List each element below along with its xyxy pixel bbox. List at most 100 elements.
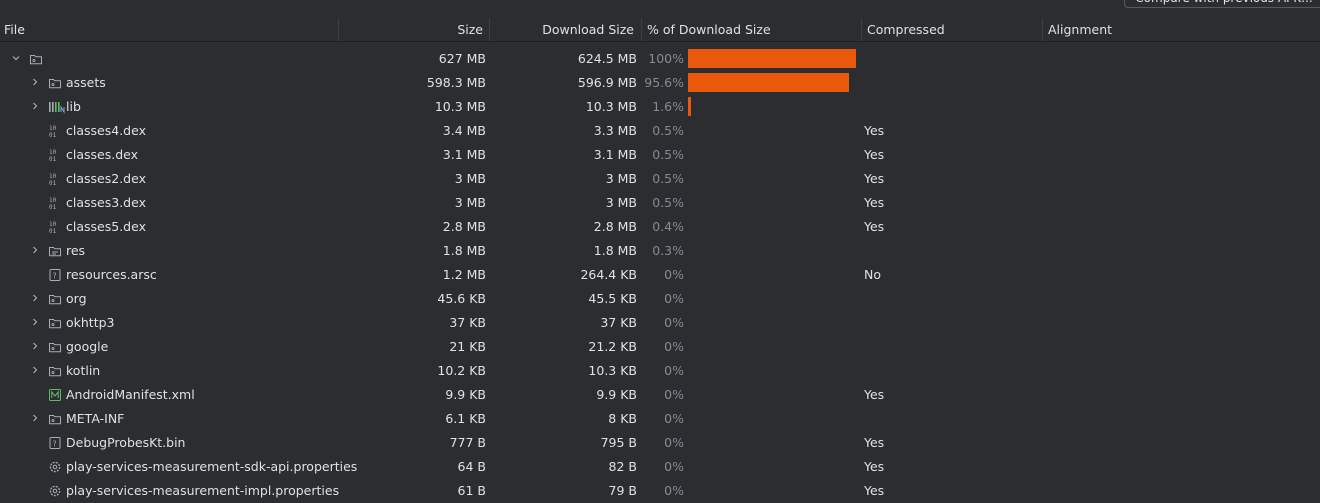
download-size: 1.8 MB (593, 243, 637, 258)
compressed-value: Yes (864, 147, 885, 162)
properties-gear-icon (48, 460, 62, 474)
compressed-value: Yes (864, 219, 885, 234)
file-size: 45.6 KB (437, 291, 486, 306)
column-header-download-size[interactable]: Download Size (542, 22, 634, 37)
chevron-right-icon[interactable] (31, 78, 39, 86)
chevron-right-icon[interactable] (31, 366, 39, 374)
file-name: kotlin (66, 363, 101, 378)
svg-text:01: 01 (49, 180, 57, 186)
table-row[interactable]: play-services-measurement-impl.propertie… (0, 479, 1320, 503)
chevron-right-icon[interactable] (31, 342, 39, 350)
chevron-down-icon[interactable] (12, 54, 20, 62)
table-row[interactable]: 10 01 classes2.dex 3 MB 3 MB 0.5% Yes (0, 167, 1320, 191)
percent-of-download-size: 0.5% (652, 147, 684, 162)
download-size: 3 MB (605, 195, 637, 210)
table-row[interactable]: AndroidManifest.xml 9.9 KB 9.9 KB 0% Yes (0, 383, 1320, 407)
properties-gear-icon (48, 484, 62, 498)
table-row[interactable]: ? resources.arsc 1.2 MB 264.4 KB 0% No (0, 263, 1320, 287)
resource-folder-icon (48, 244, 62, 258)
download-size: 2.8 MB (593, 219, 637, 234)
folder-icon (48, 316, 62, 330)
column-header-compressed[interactable]: Compressed (867, 22, 945, 37)
percent-of-download-size: 0% (664, 363, 684, 378)
table-row[interactable]: google 21 KB 21.2 KB 0% (0, 335, 1320, 359)
folder-icon (48, 340, 62, 354)
chevron-right-icon[interactable] (31, 318, 39, 326)
chevron-right-icon[interactable] (31, 294, 39, 302)
file-name: classes2.dex (66, 171, 146, 186)
native-lib-icon (48, 100, 66, 114)
folder-icon (48, 412, 62, 426)
download-size: 795 B (600, 435, 637, 450)
svg-text:01: 01 (49, 228, 57, 234)
download-size: 45.5 KB (588, 291, 637, 306)
percent-of-download-size: 0% (664, 435, 684, 450)
download-size: 624.5 MB (577, 51, 637, 66)
chevron-right-icon[interactable] (31, 102, 39, 110)
compressed-value: No (864, 267, 881, 282)
file-size: 777 B (449, 435, 486, 450)
file-name: org (66, 291, 87, 306)
download-size: 3 MB (605, 171, 637, 186)
svg-text:10: 10 (49, 149, 57, 156)
table-row[interactable]: assets 598.3 MB 596.9 MB 95.6% (0, 71, 1320, 95)
column-header-percent-download-size[interactable]: % of Download Size (647, 22, 771, 37)
dex-file-icon: 10 01 (48, 220, 62, 234)
download-size: 596.9 MB (577, 75, 637, 90)
column-header-alignment[interactable]: Alignment (1048, 22, 1113, 37)
compare-with-previous-apk-button[interactable]: Compare with previous APK... (1124, 0, 1320, 8)
table-row[interactable]: res 1.8 MB 1.8 MB 0.3% (0, 239, 1320, 263)
download-size-bar (688, 97, 691, 116)
folder-icon (29, 52, 43, 66)
download-size: 9.9 KB (596, 387, 637, 402)
compressed-value: Yes (864, 171, 885, 186)
table-row[interactable]: ? DebugProbesKt.bin 777 B 795 B 0% Yes (0, 431, 1320, 455)
download-size: 3.1 MB (593, 147, 637, 162)
download-size: 3.3 MB (593, 123, 637, 138)
file-name: AndroidManifest.xml (66, 387, 195, 402)
column-divider[interactable] (861, 18, 862, 41)
unknown-file-icon: ? (48, 268, 62, 282)
file-size: 21 KB (449, 339, 486, 354)
table-row[interactable]: 10 01 classes4.dex 3.4 MB 3.3 MB 0.5% Yes (0, 119, 1320, 143)
column-header-size[interactable]: Size (457, 22, 483, 37)
file-name: lib (66, 99, 81, 114)
download-size: 264.4 KB (580, 267, 637, 282)
table-row[interactable]: lib 10.3 MB 10.3 MB 1.6% (0, 95, 1320, 119)
chevron-right-icon[interactable] (31, 414, 39, 422)
table-row[interactable]: org 45.6 KB 45.5 KB 0% (0, 287, 1320, 311)
svg-text:01: 01 (49, 204, 57, 210)
table-row[interactable]: play-services-measurement-sdk-api.proper… (0, 455, 1320, 479)
table-row[interactable]: META-INF 6.1 KB 8 KB 0% (0, 407, 1320, 431)
column-header-file[interactable]: File (4, 22, 25, 37)
vertical-scrollbar[interactable] (1312, 43, 1320, 502)
column-divider[interactable] (489, 18, 490, 41)
file-name: classes.dex (66, 147, 139, 162)
file-name: classes3.dex (66, 195, 146, 210)
column-divider[interactable] (1042, 18, 1043, 41)
table-row[interactable]: 627 MB 624.5 MB 100% (0, 47, 1320, 71)
file-size: 3 MB (454, 171, 486, 186)
download-size-bar (688, 73, 849, 92)
percent-of-download-size: 0% (664, 411, 684, 426)
table-row[interactable]: okhttp3 37 KB 37 KB 0% (0, 311, 1320, 335)
svg-text:01: 01 (49, 156, 57, 162)
compressed-value: Yes (864, 387, 885, 402)
dex-file-icon: 10 01 (48, 196, 62, 210)
percent-of-download-size: 0.5% (652, 123, 684, 138)
file-size: 1.2 MB (442, 267, 486, 282)
table-row[interactable]: 10 01 classes.dex 3.1 MB 3.1 MB 0.5% Yes (0, 143, 1320, 167)
unknown-file-icon: ? (48, 436, 62, 450)
chevron-right-icon[interactable] (31, 246, 39, 254)
table-row[interactable]: kotlin 10.2 KB 10.3 KB 0% (0, 359, 1320, 383)
percent-of-download-size: 95.6% (644, 75, 684, 90)
download-size: 8 KB (608, 411, 637, 426)
table-row[interactable]: 10 01 classes3.dex 3 MB 3 MB 0.5% Yes (0, 191, 1320, 215)
file-name: classes4.dex (66, 123, 146, 138)
column-divider[interactable] (338, 18, 339, 41)
file-name: resources.arsc (66, 267, 157, 282)
file-name: assets (66, 75, 106, 90)
column-divider[interactable] (641, 18, 642, 41)
file-name: play-services-measurement-impl.propertie… (66, 483, 340, 498)
table-row[interactable]: 10 01 classes5.dex 2.8 MB 2.8 MB 0.4% Yes (0, 215, 1320, 239)
